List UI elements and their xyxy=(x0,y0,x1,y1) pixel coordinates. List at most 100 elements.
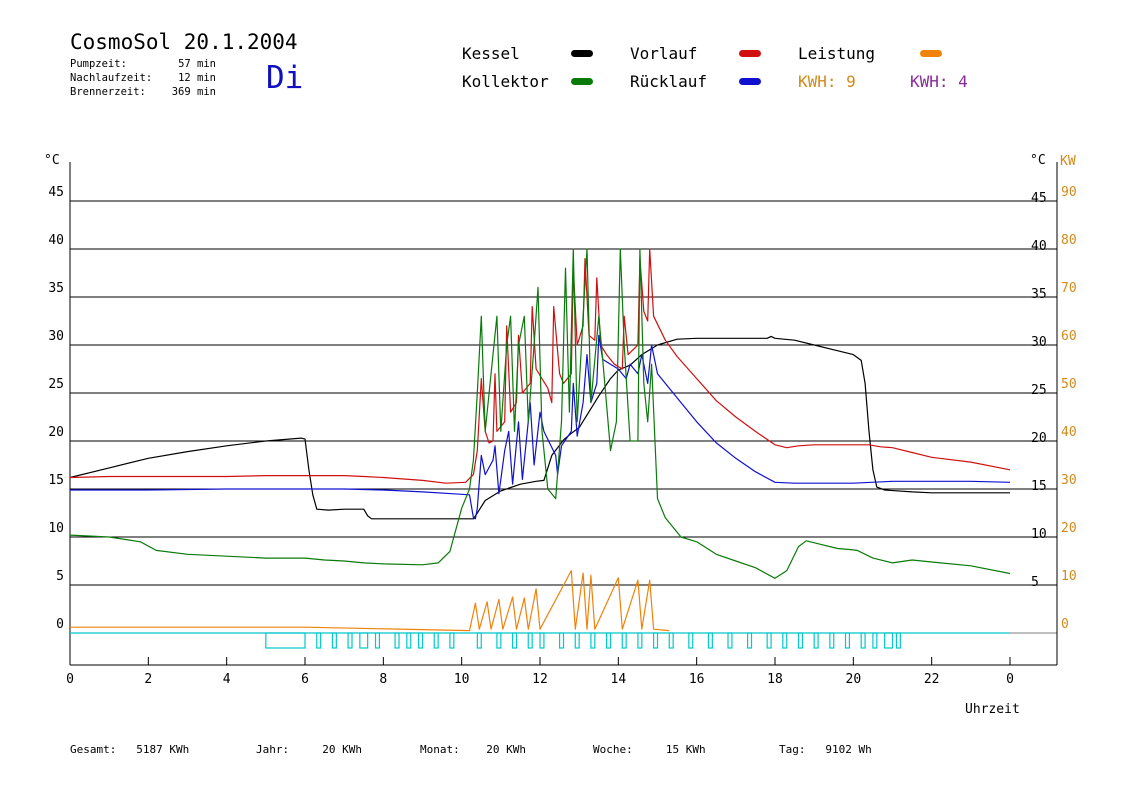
legend-kessel-label: Kessel xyxy=(462,44,520,63)
legend-kollektor-swatch xyxy=(571,78,593,85)
y-tick-label-right: 5 xyxy=(1031,575,1039,590)
stat-value: 57 min xyxy=(178,58,216,70)
footer-value: 5187 KWh xyxy=(136,743,190,756)
footer-woche: Woche: 15 KWh xyxy=(593,743,706,756)
pump-bar xyxy=(813,632,819,649)
footer-label: Jahr: xyxy=(256,743,290,756)
y-tick-label-right: 30 xyxy=(1031,335,1047,350)
legend-leistung-label: Leistung xyxy=(798,44,876,63)
pump-bar xyxy=(766,632,772,649)
pump-bar xyxy=(829,632,835,649)
pump-bar xyxy=(359,632,369,649)
pump-bar xyxy=(406,632,412,649)
pump-bar xyxy=(860,632,866,649)
y-tick-label-right: 25 xyxy=(1031,383,1047,398)
x-tick-label: 10 xyxy=(453,672,470,687)
y2-tick-label: 20 xyxy=(1061,521,1077,536)
x-tick-label: 16 xyxy=(688,672,705,687)
y-tick-label-right: 45 xyxy=(1031,191,1047,206)
series-line-ruecklauf xyxy=(70,334,1011,520)
weekday-label: Di xyxy=(266,60,304,96)
y2-tick-label: 10 xyxy=(1061,569,1077,584)
footer-value: 20 KWh xyxy=(322,743,362,756)
y2-tick-label: 60 xyxy=(1061,329,1077,344)
y2-tick-label: 70 xyxy=(1061,281,1077,296)
chart-title: CosmoSol 20.1.2004 xyxy=(70,30,298,54)
pump-bar xyxy=(449,632,455,649)
stat-pumpzeit: Pumpzeit: 57 min xyxy=(70,58,216,70)
y-tick-label-right: 40 xyxy=(1031,239,1047,254)
y2-tick-label: 80 xyxy=(1061,233,1077,248)
pump-bar xyxy=(727,632,733,649)
y-tick-label-right: 15 xyxy=(1031,479,1047,494)
y2-tick-label: 0 xyxy=(1061,617,1069,632)
y-tick-label-left: 45 xyxy=(48,185,64,200)
legend-kwh-total-1: KWH: 9 xyxy=(798,72,856,91)
y-tick-label-right: 20 xyxy=(1031,431,1047,446)
legend-kwh-total-2: KWH: 4 xyxy=(910,72,968,91)
pump-bar xyxy=(476,632,482,649)
footer-value: 20 KWh xyxy=(486,743,526,756)
legend-vorlauf-swatch xyxy=(739,50,761,57)
x-tick-label: 6 xyxy=(301,672,309,687)
y-tick-label-left: 10 xyxy=(48,521,64,536)
x-tick-label: 8 xyxy=(379,672,388,687)
x-tick-label: 12 xyxy=(532,672,548,687)
pump-bar xyxy=(417,632,424,649)
y2-tick-label: 90 xyxy=(1061,185,1077,200)
series-line-kollektor xyxy=(69,248,1011,579)
footer-label: Tag: xyxy=(779,743,806,756)
y-tick-label-left: 40 xyxy=(48,233,64,248)
pump-bar xyxy=(797,632,804,649)
y-tick-label-left: 35 xyxy=(48,281,64,296)
pump-bar xyxy=(746,632,753,649)
y-tick-label-right: 10 xyxy=(1031,527,1047,542)
pump-bar xyxy=(652,632,659,649)
pump-bar xyxy=(558,632,565,649)
footer-label: Woche: xyxy=(593,743,633,756)
pump-bar xyxy=(884,632,894,649)
pump-bar xyxy=(433,632,439,649)
pump-bar xyxy=(621,632,627,649)
x-tick-label: 18 xyxy=(767,672,783,687)
footer-label: Gesamt: xyxy=(70,743,117,756)
x-tick-label: 14 xyxy=(610,672,627,687)
stat-value: 369 min xyxy=(171,86,216,98)
pump-bar xyxy=(872,632,878,649)
y-tick-label-left: 25 xyxy=(48,377,64,392)
x-tick-label: 0 xyxy=(66,672,74,687)
pump-bar xyxy=(668,632,674,649)
legend-leistung-swatch xyxy=(920,50,942,57)
pump-bar xyxy=(688,632,694,649)
legend-ruecklauf-label: Rücklauf xyxy=(630,72,708,91)
stat-nachlaufzeit: Nachlaufzeit: 12 min xyxy=(70,72,216,84)
footer-jahr: Jahr: 20 KWh xyxy=(256,743,362,756)
stat-label: Brennerzeit: xyxy=(70,86,146,98)
y-tick-label-left: 30 xyxy=(48,329,64,344)
pump-bar xyxy=(265,632,306,649)
footer-gesamt: Gesamt: 5187 KWh xyxy=(70,743,189,756)
y-tick-label-left: 15 xyxy=(48,473,64,488)
legend-kessel-swatch xyxy=(571,50,593,57)
stat-label: Pumpzeit: xyxy=(70,58,127,70)
x-axis-label: Uhrzeit xyxy=(965,702,1020,717)
y2-tick-label: 30 xyxy=(1061,473,1077,488)
x-tick-label: 2 xyxy=(144,672,153,687)
stat-label: Nachlaufzeit: xyxy=(70,72,153,84)
pump-bar xyxy=(605,632,612,649)
y-axis-unit-kw: KW xyxy=(1060,154,1076,169)
pump-bar xyxy=(394,632,400,649)
x-tick-label: 20 xyxy=(845,672,862,687)
pump-bar xyxy=(844,632,851,649)
pump-bar xyxy=(527,632,533,649)
y2-tick-label: 40 xyxy=(1061,425,1077,440)
pump-bar xyxy=(574,632,580,649)
pump-bar xyxy=(331,632,337,649)
footer-value: 9102 Wh xyxy=(825,743,872,756)
footer-label: Monat: xyxy=(420,743,460,756)
y-tick-label-left: 0 xyxy=(56,617,64,632)
series-line-kessel xyxy=(69,335,1010,520)
legend-ruecklauf-swatch xyxy=(739,78,761,85)
legend-vorlauf-label: Vorlauf xyxy=(630,44,698,63)
